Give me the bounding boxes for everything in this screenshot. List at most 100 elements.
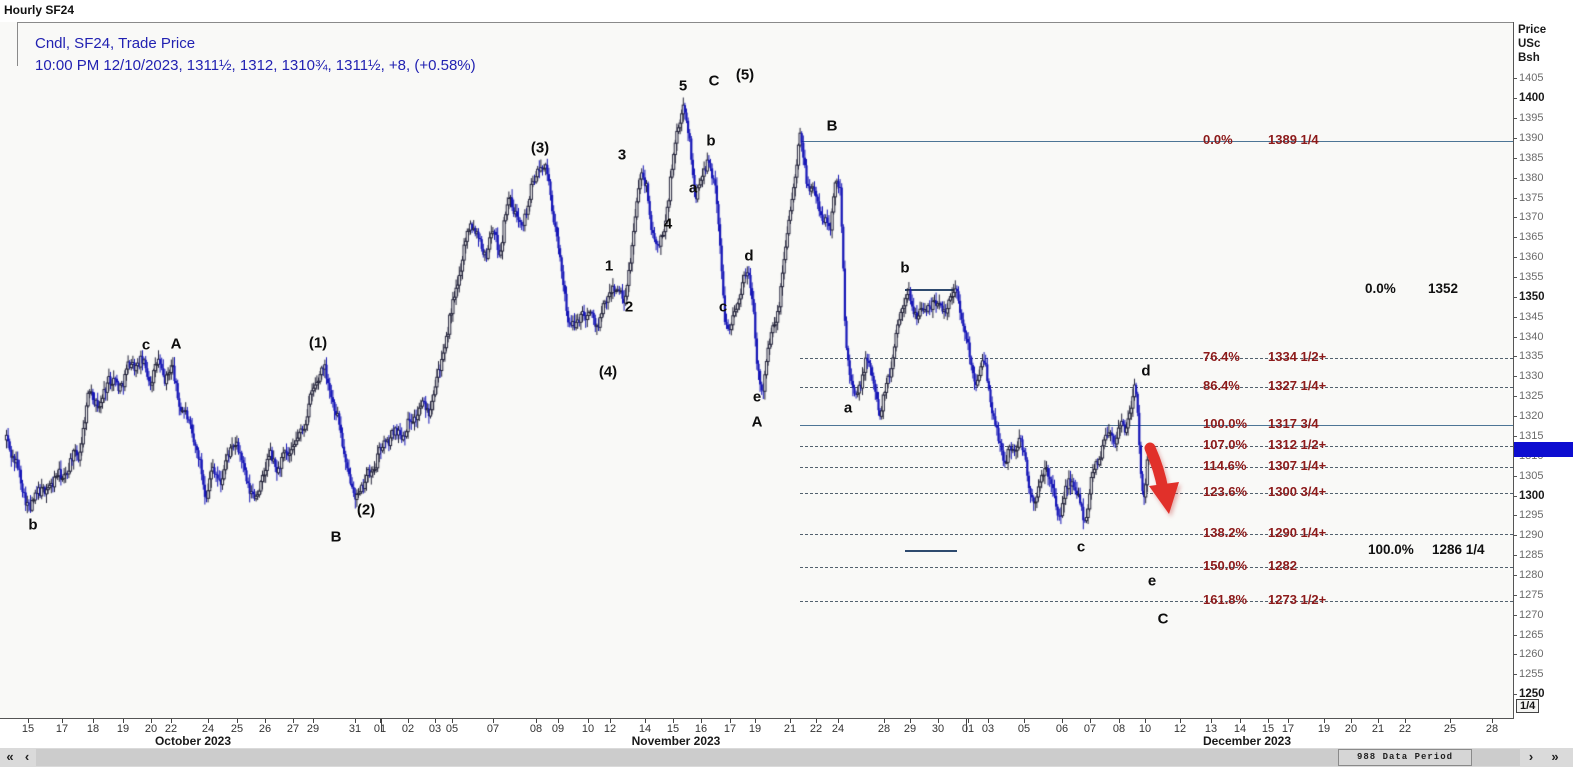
scroll-far-right-button[interactable]: » <box>1551 749 1559 764</box>
date-tick-label: 03 <box>428 723 442 735</box>
date-tick-mark <box>1405 719 1406 723</box>
date-tick-label: 05 <box>1017 723 1031 735</box>
price-tick-label: 1260 <box>1519 648 1544 661</box>
price-tick-mark <box>1513 674 1517 676</box>
price-tick-label: 1305 <box>1519 469 1544 482</box>
fib-price-label: 1327 1/4+ <box>1268 378 1327 394</box>
price-axis-line <box>1513 22 1514 718</box>
date-tick-mark <box>1090 719 1091 723</box>
date-tick-mark <box>588 719 589 723</box>
projection-pct-label: 100.0% <box>1368 542 1414 558</box>
date-tick-mark <box>313 719 314 723</box>
date-tick-mark <box>151 719 152 723</box>
wave-label-C: C <box>708 72 720 90</box>
date-tick-label: 21 <box>1371 723 1385 735</box>
price-tick-label: 1280 <box>1519 568 1544 581</box>
price-tick-label: 1315 <box>1519 429 1544 442</box>
date-tick-label: 18 <box>86 723 100 735</box>
date-tick-mark <box>1324 719 1325 723</box>
date-tick-mark <box>1180 719 1181 723</box>
date-tick-mark <box>938 719 939 723</box>
price-axis-unit: Price <box>1518 24 1547 36</box>
date-tick-label: 01 <box>373 723 387 735</box>
scroll-right-button[interactable]: › <box>1528 749 1534 764</box>
scrollbar-thumb[interactable] <box>36 749 1520 766</box>
price-tick-label: 1365 <box>1519 231 1544 244</box>
price-tick-mark <box>1513 614 1517 616</box>
date-tick-label: 19 <box>1317 723 1331 735</box>
price-tick-mark <box>1513 535 1517 537</box>
fib-price-label: 1273 1/2+ <box>1268 591 1327 607</box>
price-tick-mark <box>1513 217 1517 219</box>
wave-label-e: e <box>1147 572 1157 590</box>
data-period-button[interactable]: 988 Data Period <box>1338 749 1472 766</box>
price-tick-label: 1360 <box>1519 251 1544 264</box>
price-tick-mark <box>1513 336 1517 338</box>
date-tick-label: 12 <box>603 723 617 735</box>
price-tick-mark <box>1513 257 1517 259</box>
price-tick-mark <box>1513 654 1517 656</box>
wave-label-b: b <box>900 259 910 277</box>
month-separator <box>966 719 967 732</box>
wave-label-a: a <box>688 179 698 197</box>
date-tick-label: 15 <box>1261 723 1275 735</box>
date-tick-label: 10 <box>1138 723 1152 735</box>
date-tick-mark <box>610 719 611 723</box>
date-tick-label: 08 <box>1112 723 1126 735</box>
price-tick-mark <box>1513 416 1517 418</box>
date-tick-mark <box>1211 719 1212 723</box>
projection-price-label: 1286 1/4 <box>1432 542 1485 558</box>
fib-price-label: 1334 1/2+ <box>1268 349 1327 365</box>
date-tick-label: 29 <box>306 723 320 735</box>
wave-label-2: (2) <box>356 501 376 519</box>
fib-price-label: 1290 1/4+ <box>1268 525 1327 541</box>
date-tick-label: 27 <box>286 723 300 735</box>
date-tick-mark <box>1351 719 1352 723</box>
date-tick-label: 24 <box>831 723 845 735</box>
date-tick-mark <box>1145 719 1146 723</box>
date-tick-label: 17 <box>55 723 69 735</box>
price-tick-label: 1290 <box>1519 529 1544 542</box>
date-tick-label: 25 <box>1443 723 1457 735</box>
price-tick-mark <box>1513 316 1517 318</box>
date-tick-mark <box>1024 719 1025 723</box>
date-tick-mark <box>838 719 839 723</box>
price-tick-mark <box>1513 138 1517 140</box>
wave-label-5: (5) <box>735 66 755 84</box>
date-tick-label: 14 <box>638 723 652 735</box>
date-tick-label: 09 <box>551 723 565 735</box>
time-axis-line <box>0 718 1514 719</box>
date-tick-mark <box>93 719 94 723</box>
fib-pct-label: 100.0% <box>1203 415 1248 431</box>
price-axis-unit: Bsh <box>1518 52 1540 64</box>
month-separator <box>381 719 382 732</box>
date-tick-label: 05 <box>445 723 459 735</box>
fib-pct-label: 86.4% <box>1203 378 1240 394</box>
date-tick-mark <box>355 719 356 723</box>
date-tick-mark <box>558 719 559 723</box>
wave-label-b: b <box>706 132 716 150</box>
scroll-far-left-button[interactable]: « <box>6 749 14 764</box>
date-tick-label: 30 <box>931 723 945 735</box>
date-tick-label: 22 <box>1398 723 1412 735</box>
chart-frame-top <box>17 22 1514 23</box>
price-tick-label: 1330 <box>1519 370 1544 383</box>
wave-label-c: c <box>141 336 151 354</box>
date-tick-label: 16 <box>694 723 708 735</box>
wave-label-1: 1 <box>604 257 614 275</box>
date-tick-label: 02 <box>401 723 415 735</box>
date-tick-mark <box>1450 719 1451 723</box>
price-tick-label: 1285 <box>1519 549 1544 562</box>
price-tick-label: 1275 <box>1519 588 1544 601</box>
scroll-left-button[interactable]: ‹ <box>24 749 30 764</box>
fib-pct-label: 107.0% <box>1203 436 1248 452</box>
legend-series: Cndl, SF24, Trade Price <box>35 35 196 52</box>
date-tick-label: 24 <box>201 723 215 735</box>
date-tick-mark <box>673 719 674 723</box>
date-tick-label: 01 <box>961 723 975 735</box>
date-tick-mark <box>408 719 409 723</box>
price-tick-mark <box>1513 356 1517 358</box>
price-tick-mark <box>1513 78 1517 80</box>
date-tick-mark <box>493 719 494 723</box>
